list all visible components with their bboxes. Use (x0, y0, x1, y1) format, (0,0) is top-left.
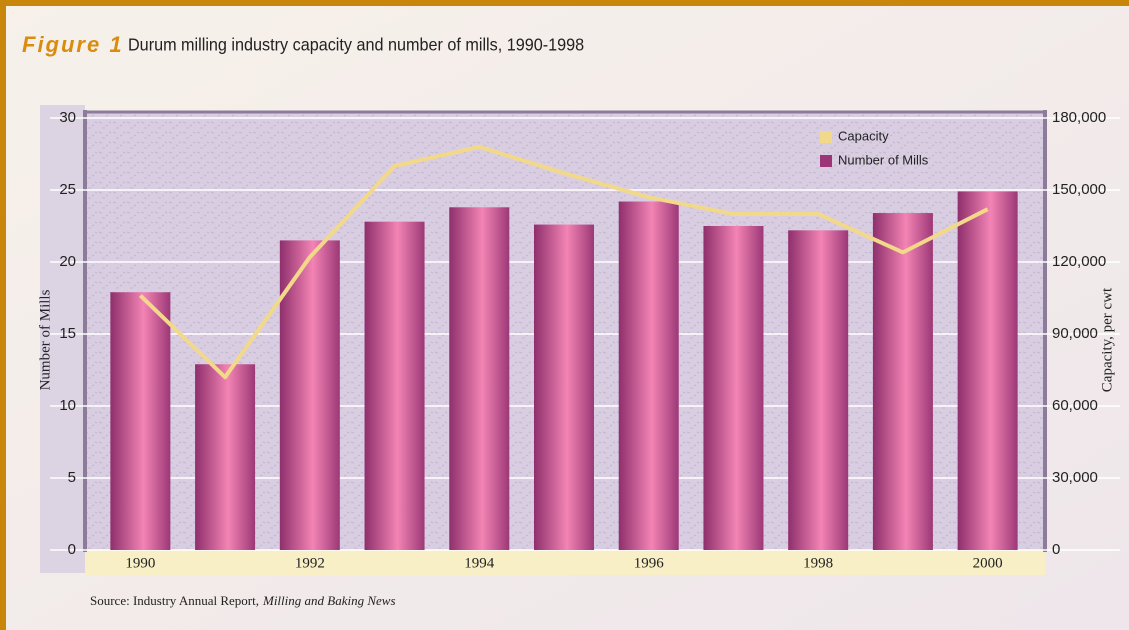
legend-swatch (820, 155, 832, 167)
x-tick-label: 1998 (803, 555, 833, 571)
bar (957, 191, 1018, 550)
x-tick-label: 1992 (295, 555, 325, 571)
bar (788, 230, 849, 550)
legend-label: Number of Mills (838, 152, 929, 167)
left-panel (40, 105, 85, 573)
plot-layer: 0 5 10 15 20 25 30 0 30,000 60,000 90,000 120,000 15… (50, 109, 1120, 571)
bar (703, 226, 764, 550)
y-tick-label: 0 (68, 541, 76, 558)
top-border (0, 0, 1129, 6)
source-text: Source: Industry Annual Report, (90, 593, 259, 608)
figure-label: Figure 1 (22, 32, 124, 57)
y2-tick-label: 120,000 (1052, 253, 1106, 270)
x-tick-label: 1994 (464, 555, 495, 571)
y2-tick-label: 90,000 (1052, 325, 1098, 342)
y-tick-label: 25 (59, 181, 76, 198)
y2-tick-label: 180,000 (1052, 109, 1106, 126)
x-tick-label: 1990 (125, 555, 155, 571)
line (138, 144, 989, 380)
y-tick-label: 15 (59, 325, 76, 342)
bar (195, 364, 256, 550)
bar (110, 292, 171, 550)
x-tick-label: 1996 (634, 555, 665, 571)
y2-axis-label: Capacity, per cwt (1099, 287, 1115, 392)
legend-swatch (820, 131, 832, 143)
y-tick-label: 5 (68, 469, 76, 486)
legend-label: Capacity (838, 128, 889, 143)
x-tick-label: 2000 (973, 555, 1003, 571)
y2-tick-label: 0 (1052, 541, 1060, 558)
y-tick-label: 30 (59, 109, 76, 126)
source: Source: Industry Annual Report, Milling a… (90, 593, 396, 608)
bar (279, 240, 340, 550)
left-border (0, 0, 6, 630)
bar (618, 201, 679, 550)
y2-tick-label: 150,000 (1052, 181, 1106, 198)
y2-tick-label: 60,000 (1052, 397, 1098, 414)
y-tick-label: 20 (59, 253, 76, 270)
chart-title: Durum milling industry capacity and numb… (128, 35, 584, 55)
y-axis-label: Number of Mills (37, 289, 53, 390)
x-axis-band (85, 550, 1045, 575)
source-italic: Milling and Baking News (262, 593, 396, 608)
y-tick-label: 10 (59, 397, 76, 414)
bar (872, 213, 933, 551)
y2-tick-label: 30,000 (1052, 469, 1098, 486)
bar (534, 224, 594, 550)
bar (449, 207, 510, 550)
bar (364, 221, 425, 550)
